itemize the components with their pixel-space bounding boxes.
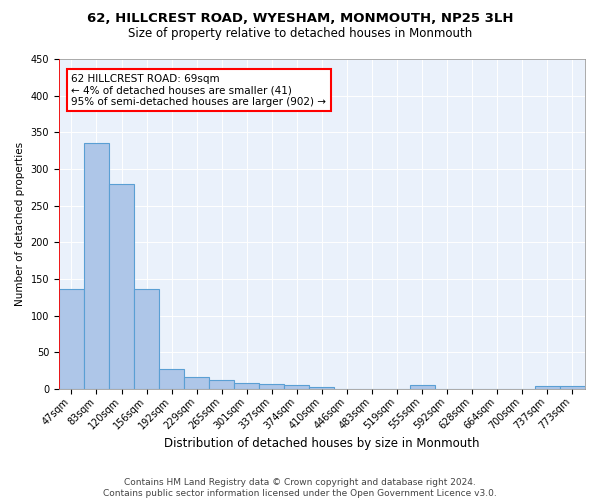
Bar xyxy=(109,184,134,389)
Bar xyxy=(159,369,184,389)
Bar xyxy=(410,385,434,389)
Bar xyxy=(535,386,560,389)
Bar xyxy=(84,144,109,389)
Bar xyxy=(259,384,284,389)
Bar xyxy=(134,289,159,389)
Bar xyxy=(284,385,310,389)
Text: Contains HM Land Registry data © Crown copyright and database right 2024.
Contai: Contains HM Land Registry data © Crown c… xyxy=(103,478,497,498)
Bar xyxy=(209,380,234,389)
Bar xyxy=(560,386,585,389)
X-axis label: Distribution of detached houses by size in Monmouth: Distribution of detached houses by size … xyxy=(164,437,480,450)
Bar xyxy=(310,386,334,389)
Text: 62, HILLCREST ROAD, WYESHAM, MONMOUTH, NP25 3LH: 62, HILLCREST ROAD, WYESHAM, MONMOUTH, N… xyxy=(87,12,513,26)
Bar xyxy=(59,289,84,389)
Text: 62 HILLCREST ROAD: 69sqm
← 4% of detached houses are smaller (41)
95% of semi-de: 62 HILLCREST ROAD: 69sqm ← 4% of detache… xyxy=(71,74,326,107)
Y-axis label: Number of detached properties: Number of detached properties xyxy=(15,142,25,306)
Bar xyxy=(234,383,259,389)
Text: Size of property relative to detached houses in Monmouth: Size of property relative to detached ho… xyxy=(128,28,472,40)
Bar xyxy=(184,377,209,389)
